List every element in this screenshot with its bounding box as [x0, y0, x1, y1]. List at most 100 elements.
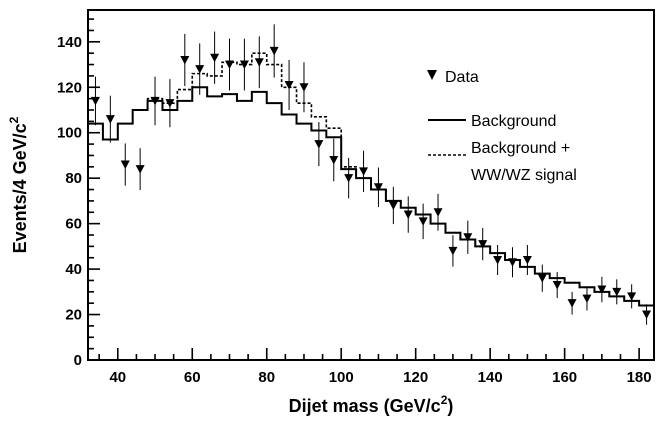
data-point	[329, 138, 339, 182]
data-marker	[135, 165, 145, 174]
y-tick-label: 140	[57, 34, 82, 51]
data-point	[537, 264, 547, 292]
data-point	[239, 38, 249, 91]
data-point	[120, 143, 130, 186]
data-marker	[627, 292, 637, 301]
plot-frame	[87, 9, 655, 361]
x-axis-title-end: )	[447, 396, 453, 416]
data-marker	[254, 58, 264, 67]
x-tick-label: 100	[329, 369, 354, 386]
data-point	[463, 220, 473, 254]
data-point	[150, 76, 160, 126]
data-marker	[373, 183, 383, 192]
legend: Data Background Background + WW/WZ signa…	[427, 69, 577, 184]
data-point	[284, 60, 294, 110]
data-point	[388, 186, 398, 225]
data-point	[180, 33, 190, 87]
y-tick-label: 20	[65, 307, 82, 324]
y-tick-label: 40	[65, 261, 82, 278]
legend-data-marker	[427, 70, 437, 80]
chart-marks	[88, 24, 654, 325]
data-marker	[493, 256, 503, 265]
x-axis-title-main: Dijet mass (GeV/c	[289, 396, 441, 416]
data-point	[299, 62, 309, 113]
data-point	[508, 247, 517, 278]
data-point	[597, 276, 607, 303]
data-marker	[269, 46, 279, 56]
data-marker	[120, 160, 130, 170]
x-tick-label: 80	[258, 369, 275, 386]
data-marker	[314, 140, 324, 149]
data-point	[135, 148, 145, 190]
x-axis-title-sup: 2	[441, 393, 448, 407]
x-tick-label: 160	[552, 369, 577, 386]
x-tick-label: 180	[627, 369, 652, 386]
data-marker	[508, 258, 517, 267]
data-marker	[388, 201, 398, 210]
data-marker	[403, 210, 413, 220]
data-point	[105, 95, 115, 143]
data-point	[90, 76, 100, 126]
x-tick-label: 40	[109, 369, 126, 386]
data-point	[344, 157, 354, 199]
legend-signal-label-line2: WW/WZ signal	[471, 167, 577, 184]
data-marker	[344, 174, 354, 183]
data-marker	[359, 167, 369, 176]
background-histogram	[88, 86, 654, 307]
legend-background-label: Background	[471, 113, 556, 130]
x-tick-label: 60	[184, 369, 201, 386]
data-point	[642, 304, 652, 325]
data-point	[612, 279, 622, 305]
data-point	[433, 193, 443, 231]
signal-histogram	[88, 52, 654, 307]
data-marker	[612, 287, 622, 297]
data-marker	[195, 65, 205, 74]
data-point	[493, 245, 503, 275]
legend-signal-label-line1: Background +	[471, 140, 570, 157]
data-point	[210, 31, 220, 84]
data-marker	[165, 99, 175, 108]
y-axis-title-main: Events/4 GeV/c	[10, 123, 30, 253]
data-point	[418, 203, 428, 240]
data-point	[403, 196, 413, 233]
data-marker	[433, 208, 443, 217]
data-point	[373, 167, 383, 208]
x-axis-title: Dijet mass (GeV/c2)	[289, 393, 454, 416]
data-point	[627, 284, 637, 309]
data-marker	[299, 83, 309, 92]
x-tick-label: 140	[478, 369, 503, 386]
data-point	[195, 43, 205, 95]
data-point	[567, 291, 577, 315]
data-marker	[582, 294, 592, 304]
data-point	[552, 272, 562, 298]
data-point	[254, 36, 264, 89]
data-point	[165, 79, 175, 128]
data-point	[582, 286, 592, 311]
data-point	[359, 150, 369, 193]
data-marker	[567, 299, 577, 308]
data-point	[225, 38, 234, 91]
data-point	[478, 227, 488, 261]
y-tick-label: 80	[65, 170, 82, 187]
data-marker	[537, 274, 547, 283]
data-marker	[210, 53, 220, 63]
x-tick-label: 120	[403, 369, 428, 386]
data-marker	[552, 281, 562, 290]
data-marker	[105, 115, 115, 124]
y-axis-title-sup: 2	[7, 116, 21, 123]
data-point	[314, 122, 324, 167]
data-marker	[225, 60, 234, 70]
y-tick-label: 60	[65, 216, 82, 233]
y-tick-label: 0	[74, 352, 82, 369]
data-marker	[448, 246, 458, 256]
data-marker	[418, 217, 428, 226]
data-marker	[642, 310, 652, 320]
data-marker	[284, 81, 294, 90]
y-tick-label: 120	[57, 79, 82, 96]
data-marker	[522, 256, 532, 265]
data-marker	[150, 96, 160, 106]
data-point	[522, 245, 532, 275]
data-marker	[463, 233, 473, 242]
